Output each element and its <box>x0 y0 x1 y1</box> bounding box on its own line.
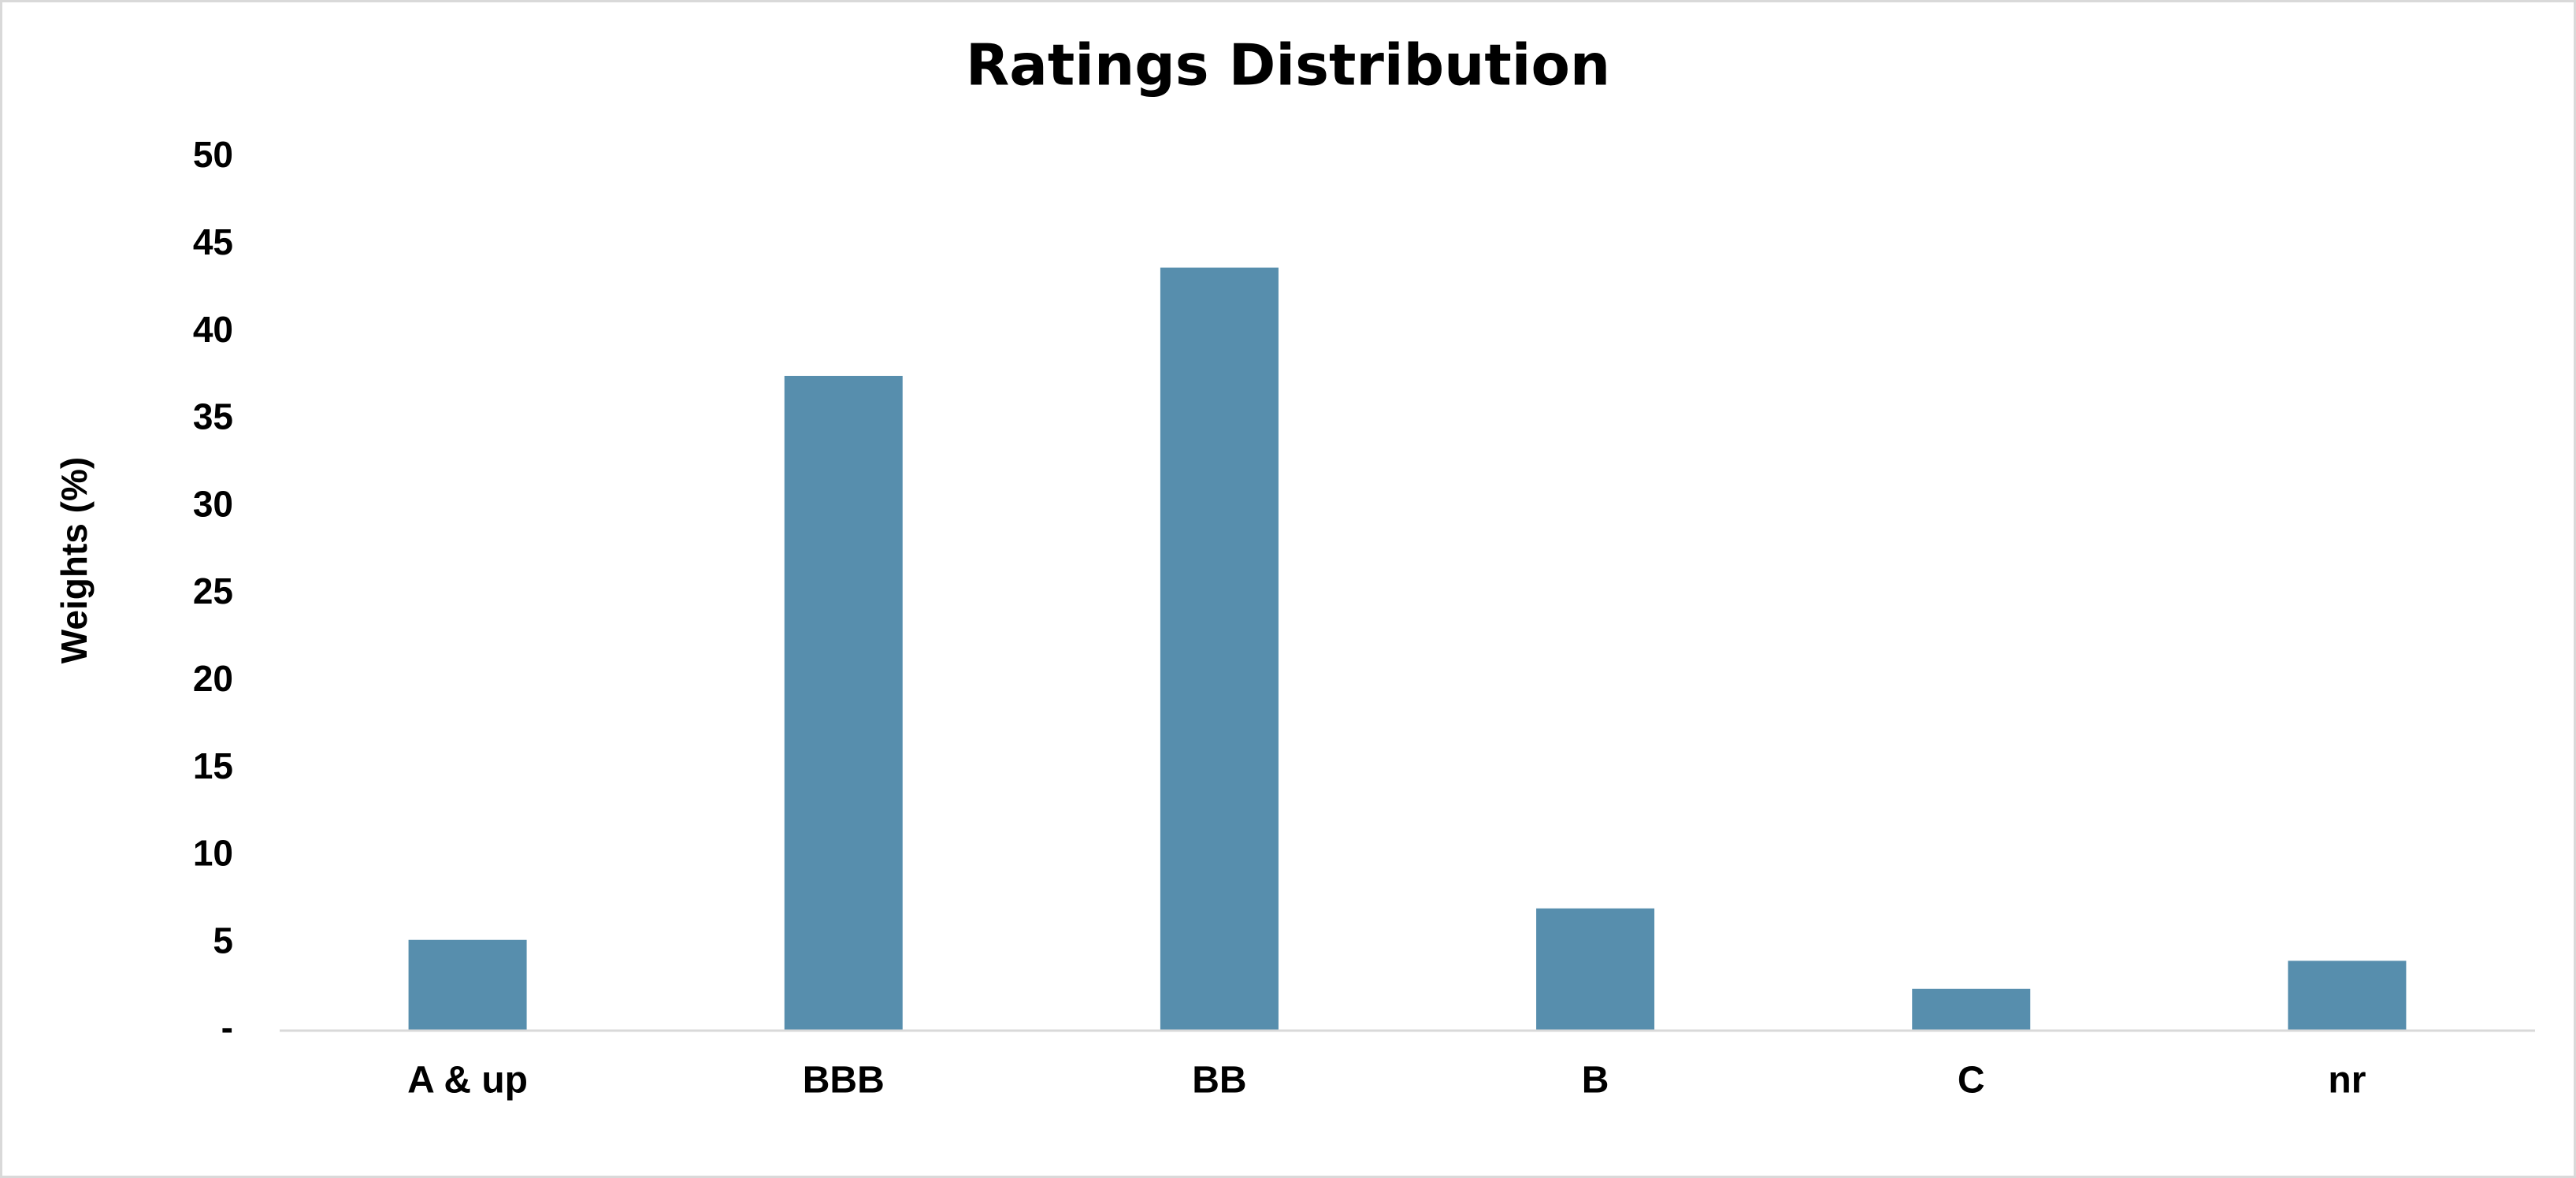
y-tick-label: 40 <box>193 309 233 350</box>
y-tick-label: 30 <box>193 483 233 524</box>
bar <box>1160 267 1279 1031</box>
y-tick-label: 50 <box>193 134 233 175</box>
y-tick-label: - <box>221 1007 233 1048</box>
y-tick-label: 15 <box>193 745 233 786</box>
x-tick-label: BBB <box>803 1060 885 1102</box>
bar <box>2288 961 2407 1031</box>
y-tick-label: 25 <box>193 570 233 611</box>
y-tick-label: 20 <box>193 658 233 699</box>
x-tick-label: nr <box>2328 1060 2366 1102</box>
x-tick-label: A & up <box>407 1060 528 1102</box>
y-tick-label: 35 <box>193 396 233 437</box>
x-tick-label: B <box>1582 1060 1609 1102</box>
bar <box>408 939 527 1031</box>
y-axis-label: Weights (%) <box>54 457 95 663</box>
y-tick-label: 45 <box>193 221 233 262</box>
bar <box>1912 988 2031 1031</box>
bar <box>784 376 903 1031</box>
bar <box>1536 908 1655 1031</box>
y-tick-label: 10 <box>193 833 233 874</box>
y-tick-label: 5 <box>213 920 233 961</box>
x-tick-label: C <box>1958 1060 1985 1102</box>
chart-title: Ratings Distribution <box>966 32 1610 98</box>
x-tick-label: BB <box>1192 1060 1246 1102</box>
